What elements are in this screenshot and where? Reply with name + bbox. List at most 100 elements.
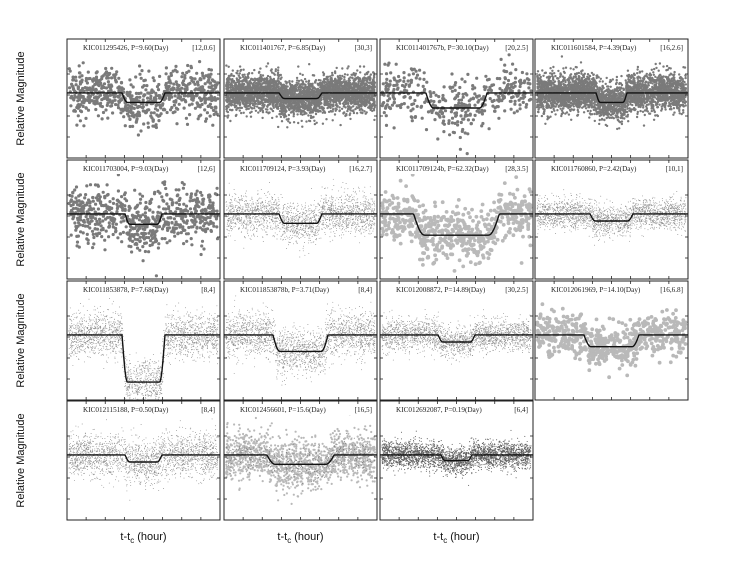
data-point bbox=[141, 109, 145, 113]
data-point bbox=[216, 97, 220, 101]
data-point bbox=[105, 98, 110, 102]
data-point bbox=[340, 107, 344, 111]
data-point bbox=[338, 84, 341, 88]
data-point bbox=[193, 82, 197, 86]
data-point bbox=[296, 79, 299, 82]
data-point bbox=[327, 88, 330, 91]
data-point bbox=[297, 79, 301, 83]
data-point bbox=[273, 94, 276, 98]
data-point bbox=[333, 70, 337, 73]
data-point bbox=[179, 95, 183, 99]
data-point bbox=[198, 78, 202, 82]
data-point bbox=[346, 73, 349, 77]
data-point bbox=[544, 122, 547, 126]
data-point bbox=[358, 65, 362, 68]
data-point bbox=[162, 107, 166, 111]
data-point bbox=[357, 90, 360, 93]
data-point bbox=[134, 91, 138, 95]
data-point bbox=[316, 108, 319, 112]
data-point bbox=[150, 88, 154, 92]
data-point bbox=[456, 120, 460, 124]
data-point bbox=[128, 124, 132, 129]
data-point bbox=[237, 107, 240, 110]
data-point bbox=[247, 95, 251, 98]
data-point bbox=[289, 111, 293, 114]
data-point bbox=[287, 107, 291, 111]
data-point bbox=[344, 114, 347, 118]
data-point bbox=[338, 102, 342, 105]
data-point bbox=[249, 111, 252, 115]
data-point bbox=[403, 85, 407, 89]
data-point bbox=[183, 76, 187, 80]
data-point bbox=[485, 78, 490, 82]
data-point bbox=[443, 109, 448, 113]
data-points bbox=[67, 60, 220, 137]
data-point bbox=[343, 78, 346, 81]
data-point bbox=[212, 98, 216, 102]
data-point bbox=[247, 98, 250, 102]
data-point bbox=[202, 76, 206, 80]
data-point bbox=[198, 60, 202, 64]
data-point bbox=[331, 119, 334, 122]
data-point bbox=[155, 113, 159, 117]
data-point bbox=[447, 119, 451, 123]
data-point bbox=[384, 114, 388, 118]
data-point bbox=[392, 87, 396, 92]
data-point bbox=[339, 76, 342, 80]
data-point bbox=[262, 85, 265, 89]
data-point bbox=[235, 108, 238, 111]
data-point bbox=[240, 106, 244, 110]
data-point bbox=[68, 86, 72, 90]
data-point bbox=[252, 84, 256, 87]
data-point bbox=[250, 106, 253, 110]
data-point bbox=[267, 103, 270, 107]
data-point bbox=[136, 133, 140, 137]
data-point bbox=[305, 120, 308, 123]
data-point bbox=[349, 106, 352, 109]
data-point bbox=[104, 86, 109, 90]
data-point bbox=[395, 104, 399, 108]
data-point bbox=[144, 111, 148, 115]
data-point bbox=[251, 90, 255, 93]
data-point bbox=[331, 110, 334, 113]
data-point bbox=[158, 74, 162, 78]
data-point bbox=[354, 82, 358, 85]
data-point bbox=[269, 95, 272, 98]
data-point bbox=[116, 106, 121, 110]
data-point bbox=[513, 102, 517, 106]
data-point bbox=[464, 110, 468, 114]
data-point bbox=[325, 78, 329, 81]
data-point bbox=[368, 89, 371, 93]
data-point bbox=[628, 107, 631, 110]
data-point bbox=[119, 97, 123, 101]
data-point bbox=[429, 109, 433, 113]
data-point bbox=[354, 93, 358, 96]
data-point bbox=[338, 80, 342, 83]
data-point bbox=[499, 57, 503, 62]
data-point bbox=[79, 88, 84, 93]
data-point bbox=[108, 93, 113, 97]
data-point bbox=[175, 88, 179, 92]
data-point bbox=[365, 98, 369, 101]
data-point bbox=[350, 73, 353, 77]
data-point bbox=[135, 114, 139, 118]
data-point bbox=[369, 73, 373, 76]
data-point bbox=[372, 71, 375, 75]
data-point bbox=[294, 83, 297, 87]
data-point bbox=[297, 82, 300, 85]
data-point bbox=[372, 74, 376, 77]
data-point bbox=[171, 111, 175, 115]
data-point bbox=[321, 84, 325, 87]
data-point bbox=[290, 99, 293, 102]
data-point bbox=[503, 76, 507, 80]
data-point bbox=[77, 64, 81, 68]
data-point bbox=[267, 100, 270, 104]
data-point bbox=[104, 66, 108, 71]
data-point bbox=[290, 92, 293, 96]
data-point bbox=[210, 106, 214, 110]
data-point bbox=[299, 72, 302, 76]
data-point bbox=[204, 97, 208, 101]
data-point bbox=[81, 95, 85, 99]
data-point bbox=[90, 99, 94, 103]
data-point bbox=[231, 96, 234, 100]
